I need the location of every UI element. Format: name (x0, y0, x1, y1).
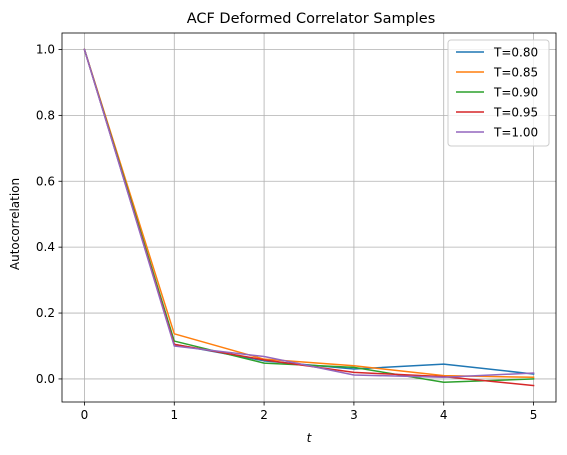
ticks: 0 1 2 3 4 5 0.0 0.2 0.4 0.6 0.8 1.0 (36, 42, 537, 422)
axes-frame (61, 32, 557, 403)
series-line-T=1.00 (83, 48, 535, 379)
x-tick-label: 4 (440, 408, 448, 422)
legend-label: T=1.00 (493, 126, 538, 140)
y-tick-label: 0.6 (36, 174, 55, 188)
legend: T=0.80 T=0.85 T=0.90 T=0.95 T=1.00 (447, 39, 550, 147)
y-tick-label: 0.0 (36, 372, 55, 386)
y-tick-label: 0.8 (36, 108, 55, 122)
series-lines (83, 48, 535, 387)
legend-label: T=0.80 (493, 46, 538, 60)
legend-label: T=0.85 (493, 66, 538, 80)
x-axis-label: t (307, 431, 313, 445)
x-tick-label: 3 (350, 408, 358, 422)
y-tick-label: 0.4 (36, 240, 55, 254)
y-axis-label: Autocorrelation (8, 178, 22, 270)
chart-title: ACF Deformed Correlator Samples (187, 11, 436, 27)
legend-label: T=0.95 (493, 106, 538, 120)
x-tick-label: 2 (260, 408, 268, 422)
x-tick-label: 1 (170, 408, 178, 422)
x-tick-label: 0 (81, 408, 89, 422)
x-tick-label: 5 (530, 408, 538, 422)
y-tick-label: 1.0 (36, 42, 55, 56)
y-tick-label: 0.2 (36, 306, 55, 320)
legend-label: T=0.90 (493, 86, 538, 100)
legend-box (447, 39, 550, 147)
